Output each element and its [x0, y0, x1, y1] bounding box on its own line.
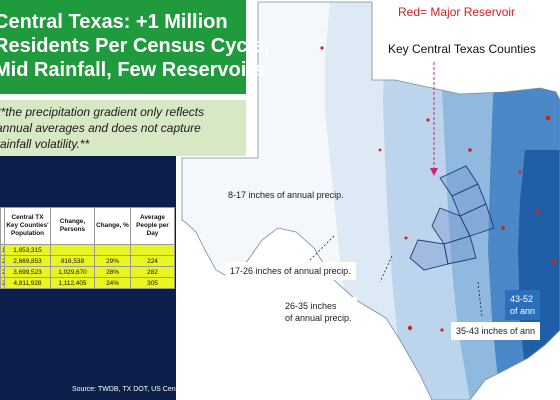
- title-line: Residents Per Census Cycle,: [0, 35, 270, 57]
- table-header-change-persons: Change, Persons: [50, 207, 95, 245]
- reservoir-marker: [426, 118, 430, 122]
- title-line: Mid Rainfall, Few Reservoirs: [0, 59, 266, 81]
- table-row: 2010 3,699,523 1,029,670 28% 282: [0, 266, 175, 278]
- reservoir-marker: [545, 115, 551, 121]
- precip-label-17-26: 17-26 inches of annual precip.: [225, 262, 356, 280]
- table-row: 1990 1,853,315: [0, 244, 175, 256]
- pointer-17-26-line: [309, 235, 335, 261]
- table-cell-change-persons: [50, 244, 95, 256]
- table-row: 2020 4,811,928 1,112,405 24% 305: [0, 277, 175, 289]
- note-line: annual averages and does not capture: [0, 121, 201, 135]
- reservoir-marker: [404, 236, 408, 240]
- table-row: 2000 2,669,853 816,538 29% 224: [0, 255, 175, 267]
- counties-pointer-arrow: [430, 168, 438, 176]
- table-cell-change-persons: 1,112,405: [50, 277, 95, 289]
- reservoir-marker: [535, 209, 541, 215]
- reservoir-marker: [501, 226, 505, 230]
- table-cell-people-per-day: 305: [130, 277, 175, 289]
- precip-label-26-35-line1: 26-35 inches: [285, 301, 337, 311]
- table-cell-population: 3,699,523: [4, 266, 51, 278]
- major-reservoirs: [320, 46, 557, 332]
- zone-52-plus: [518, 150, 560, 400]
- table-cell-people-per-day: 282: [130, 266, 175, 278]
- precip-label-8-17: 8-17 inches of annual precip.: [228, 190, 344, 200]
- county-polygon: [409, 239, 449, 271]
- population-table: Central TX Key Counties' Population Chan…: [0, 207, 175, 289]
- precip-label-26-35-line2: of annual precip.: [285, 313, 352, 323]
- reservoir-marker: [440, 328, 444, 332]
- reservoir-marker: [518, 170, 522, 174]
- table-cell-population: 4,811,928: [4, 277, 51, 289]
- texas-outline: [181, 1, 560, 400]
- table-header-people-per-day: Average People per Day: [130, 207, 175, 245]
- table-cell-population: 1,853,315: [4, 244, 51, 256]
- reservoir-marker: [551, 259, 557, 265]
- title-line: Central Texas: +1 Million: [0, 11, 228, 33]
- title-box: Central Texas: +1 Million Residents Per …: [0, 0, 270, 94]
- table-cell-change-pct: 24%: [94, 277, 131, 289]
- reservoir-marker: [378, 148, 382, 152]
- table-cell-change-persons: 816,538: [50, 255, 95, 267]
- table-cell-people-per-day: [130, 244, 175, 256]
- table-cell-change-persons: 1,029,670: [50, 266, 95, 278]
- precip-label-43-52-line2: of ann: [510, 306, 536, 316]
- precip-label-43-52-line1: 43-52: [510, 294, 534, 304]
- table-header-change-pct: Change, %: [94, 207, 131, 245]
- reservoir-marker: [468, 148, 472, 152]
- key-counties-label: Key Central Texas Counties: [388, 42, 536, 56]
- table-cell-change-pct: 29%: [94, 255, 131, 267]
- note-line: rainfall volatility.**: [0, 137, 90, 151]
- reservoir-legend: Red= Major Reservoir: [398, 5, 516, 19]
- table-header-population: Central TX Key Counties' Population: [4, 207, 51, 245]
- precip-label-35-43: 35-43 inches of ann: [451, 322, 541, 340]
- table-cell-population: 2,669,853: [4, 255, 51, 267]
- county-polygon: [459, 203, 495, 237]
- precip-label-26-35: 26-35 inches of annual precip.: [280, 297, 357, 327]
- table-cell-change-pct: 28%: [94, 266, 131, 278]
- reservoir-marker: [407, 325, 413, 331]
- precip-label-43-52: 43-52 of ann: [505, 290, 541, 320]
- table-header-row: Central TX Key Counties' Population Chan…: [0, 207, 175, 245]
- reservoir-marker: [320, 46, 324, 50]
- county-polygon: [443, 235, 477, 265]
- precipitation-note: **the precipitation gradient only reflec…: [0, 100, 246, 156]
- pointer-26-35-line: [379, 255, 393, 283]
- note-line: **the precipitation gradient only reflec…: [0, 105, 205, 119]
- table-cell-people-per-day: 224: [130, 255, 175, 267]
- table-cell-change-pct: [94, 244, 131, 256]
- key-county-outlines: [409, 165, 495, 271]
- source-citation: Source: TWDB, TX DOT, US Census Bureau, …: [72, 386, 268, 393]
